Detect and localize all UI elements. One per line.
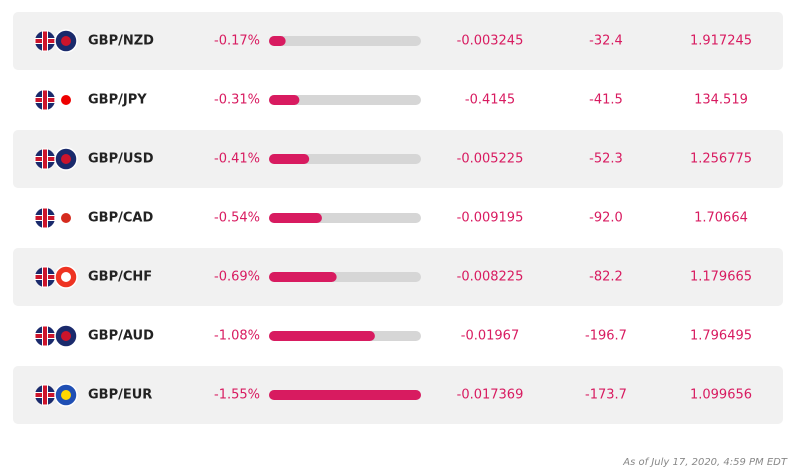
change-bar [269, 95, 300, 105]
flag-cross [42, 89, 48, 111]
change: -0.54% [214, 211, 260, 226]
price: 1.917245 [690, 34, 752, 49]
change-abs: -0.009195 [457, 211, 524, 226]
pips: -92.0 [589, 211, 623, 226]
price: 1.70664 [694, 211, 748, 226]
flag-detail [61, 154, 71, 164]
price: 1.179665 [690, 270, 752, 285]
change: -0.31% [214, 93, 260, 108]
pips: -82.2 [589, 270, 623, 285]
change-bar [269, 331, 375, 341]
price: 1.796495 [690, 329, 752, 344]
bar-track [269, 36, 421, 46]
pips: -173.7 [585, 388, 627, 403]
change: -0.69% [214, 270, 260, 285]
pair: GBP/JPY [88, 93, 147, 108]
price: 1.099656 [690, 388, 752, 403]
flag-cross [42, 384, 48, 406]
flag-cross [42, 30, 48, 52]
pair: GBP/USD [88, 152, 154, 167]
change-abs: -0.017369 [457, 388, 524, 403]
change-bar [269, 272, 337, 282]
flag-detail [61, 272, 71, 282]
change-abs: -0.4145 [465, 93, 515, 108]
flag-cross [42, 266, 48, 288]
change-abs: -0.005225 [457, 152, 524, 167]
flag-cross [42, 148, 48, 170]
pips: -41.5 [589, 93, 623, 108]
change-bar [269, 154, 310, 164]
flag-cross [42, 325, 48, 347]
change: -0.41% [214, 152, 260, 167]
bar-track [269, 95, 421, 105]
pips: -196.7 [585, 329, 627, 344]
footer-note: As of July 17, 2020, 4:59 PM EDT [622, 457, 788, 468]
pair: GBP/AUD [88, 329, 154, 344]
change-bar [269, 390, 421, 400]
pair: GBP/CHF [88, 270, 152, 285]
flag-detail [61, 390, 71, 400]
flag-cross [42, 207, 48, 229]
change: -0.17% [214, 34, 260, 49]
change-bar [269, 36, 286, 46]
pips: -32.4 [589, 34, 623, 49]
change-bar [269, 213, 322, 223]
pair: GBP/CAD [88, 211, 153, 226]
pair: GBP/EUR [88, 388, 152, 403]
flag-detail [61, 213, 71, 223]
change-abs: -0.003245 [457, 34, 524, 49]
pips: -52.3 [589, 152, 623, 167]
change: -1.55% [214, 388, 260, 403]
flag-detail [61, 95, 71, 105]
change-abs: -0.01967 [461, 329, 519, 344]
flag-detail [61, 331, 71, 341]
change-abs: -0.008225 [457, 270, 524, 285]
pair: GBP/NZD [88, 34, 154, 49]
price: 1.256775 [690, 152, 752, 167]
price: 134.519 [694, 93, 748, 108]
change: -1.08% [214, 329, 260, 344]
flag-detail [61, 36, 71, 46]
